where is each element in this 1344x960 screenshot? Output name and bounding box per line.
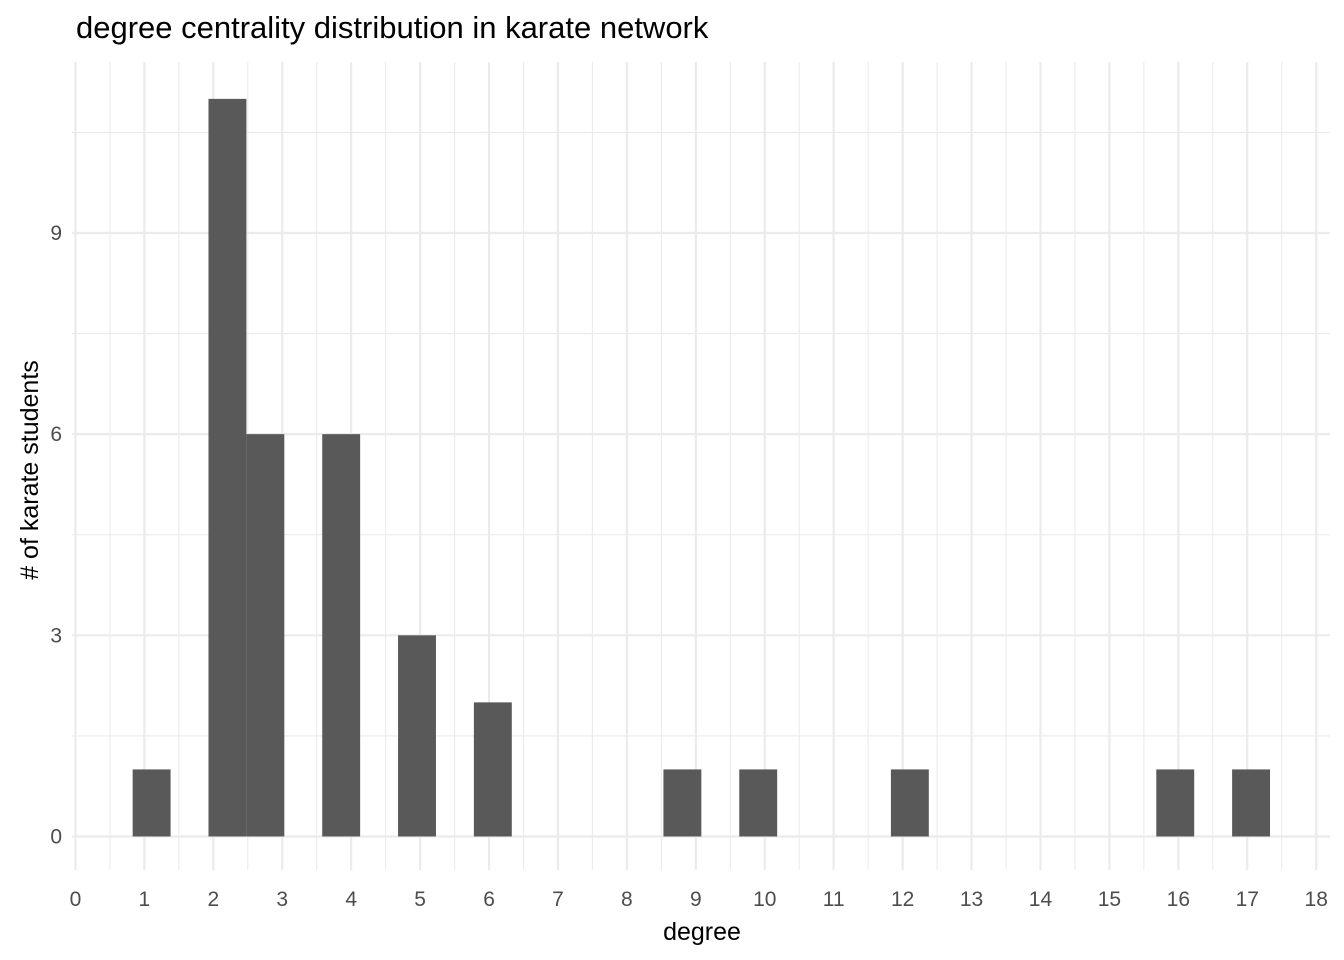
bar bbox=[246, 434, 285, 837]
y-tick-label: 6 bbox=[50, 423, 62, 446]
x-tick-label: 16 bbox=[1167, 888, 1190, 911]
bar bbox=[663, 769, 702, 837]
x-tick-label: 7 bbox=[552, 888, 564, 911]
y-tick-label: 3 bbox=[50, 624, 62, 647]
x-tick-label: 12 bbox=[891, 888, 914, 911]
bar bbox=[208, 98, 247, 837]
chart-title: degree centrality distribution in karate… bbox=[76, 10, 709, 45]
bar bbox=[1232, 769, 1271, 837]
bar bbox=[398, 635, 436, 837]
x-tick-labels: 0 1 2 3 4 5 6 7 8 9 10 11 12 13 14 15 16 17 18 bbox=[70, 888, 1328, 911]
x-tick-label: 0 bbox=[70, 888, 82, 911]
y-tick-labels: 0 3 6 9 bbox=[50, 222, 62, 848]
y-axis-title: # of karate students bbox=[16, 360, 44, 580]
bar bbox=[890, 769, 929, 837]
x-tick-label: 17 bbox=[1236, 888, 1259, 911]
bar bbox=[473, 702, 512, 837]
bar bbox=[322, 434, 361, 837]
x-tick-label: 10 bbox=[753, 888, 776, 911]
x-tick-label: 15 bbox=[1098, 888, 1121, 911]
x-tick-label: 3 bbox=[276, 888, 288, 911]
x-tick-label: 8 bbox=[621, 888, 633, 911]
x-tick-label: 13 bbox=[960, 888, 983, 911]
x-tick-label: 11 bbox=[823, 888, 845, 911]
bar bbox=[739, 769, 778, 837]
x-axis-title: degree bbox=[663, 918, 741, 946]
x-tick-label: 5 bbox=[414, 888, 426, 911]
y-tick-label: 9 bbox=[50, 222, 62, 245]
x-tick-label: 6 bbox=[483, 888, 495, 911]
x-tick-label: 14 bbox=[1029, 888, 1053, 911]
bars bbox=[132, 98, 1271, 837]
x-tick-label: 18 bbox=[1305, 888, 1328, 911]
minor-gridlines bbox=[72, 62, 1330, 870]
x-tick-label: 9 bbox=[690, 888, 702, 911]
x-tick-label: 4 bbox=[345, 888, 357, 911]
y-tick-label: 0 bbox=[50, 825, 62, 848]
x-tick-label: 1 bbox=[139, 888, 151, 911]
x-tick-label: 2 bbox=[207, 888, 219, 911]
bar bbox=[1156, 769, 1195, 837]
bar bbox=[132, 769, 171, 837]
